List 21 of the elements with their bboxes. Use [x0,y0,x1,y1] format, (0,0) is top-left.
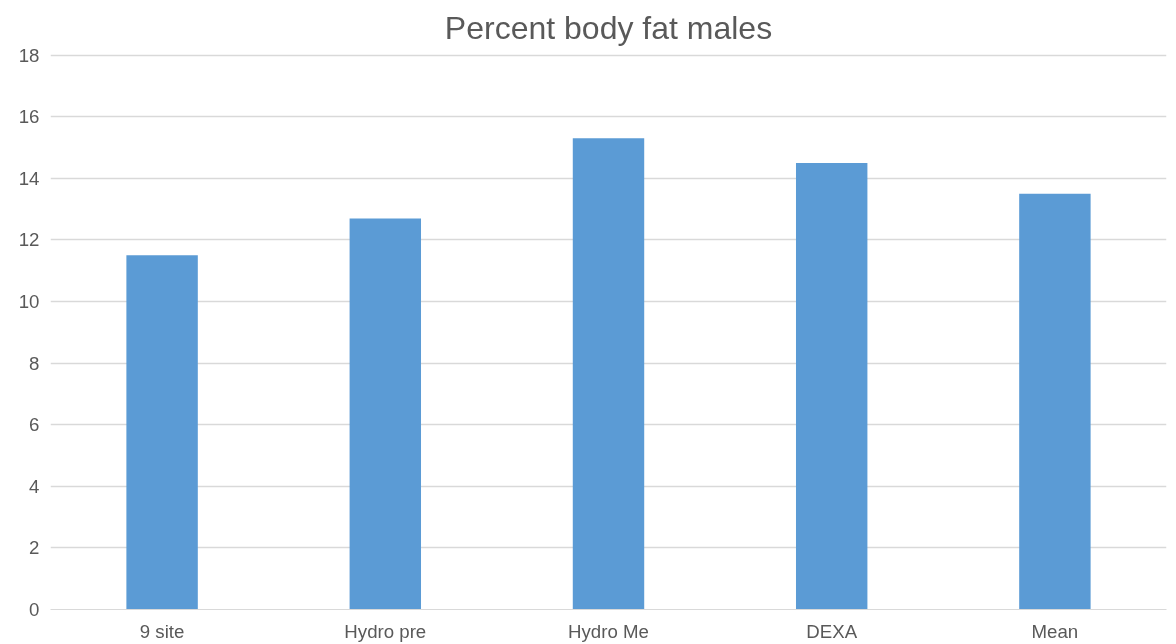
x-tick-label: 9 site [139,620,185,642]
bar [572,138,645,610]
y-tick-label: 0 [29,599,40,620]
y-tick-label: 4 [29,475,40,497]
y-tick-label: 2 [29,537,40,559]
y-tick-label: 8 [29,352,40,374]
bar [1019,193,1091,610]
bar [795,162,868,610]
y-tick-label: 10 [18,291,40,313]
x-tick-label: Hydro pre [344,620,427,642]
y-tick-label: 6 [29,414,40,436]
x-tick-label: Hydro Me [568,620,649,642]
x-tick-label: Mean [1031,620,1079,642]
y-tick-label: 18 [18,44,40,66]
chart-title: Percent body fat males [444,10,773,46]
y-tick-label: 12 [18,229,40,251]
bar [126,255,198,610]
bar [349,218,422,610]
x-tick-label: DEXA [806,620,858,642]
y-tick-label: 16 [18,106,40,128]
y-tick-label: 14 [18,167,40,189]
